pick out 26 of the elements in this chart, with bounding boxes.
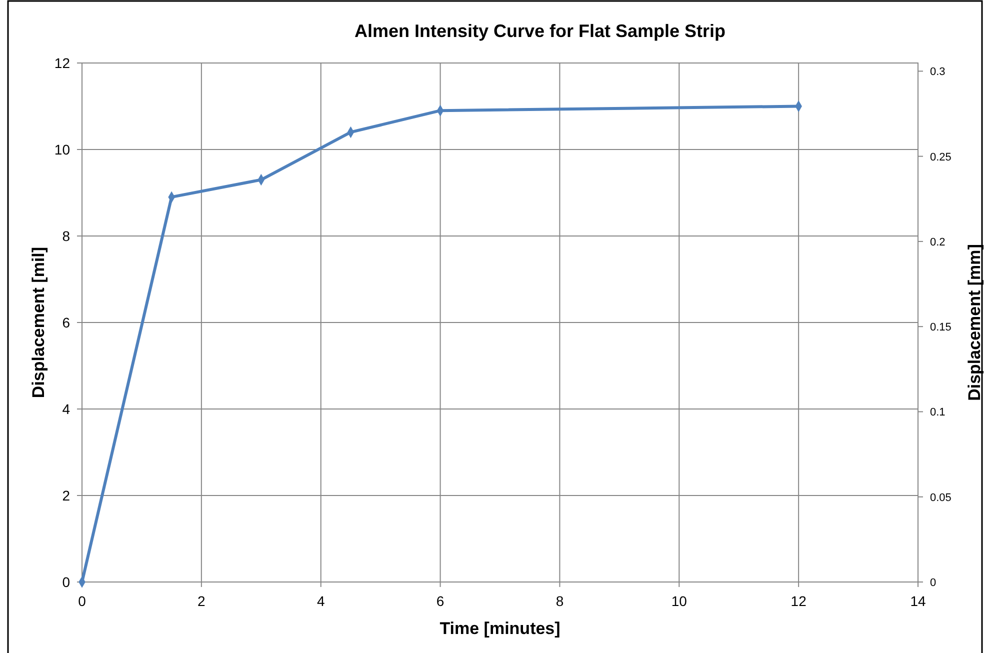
x-tick-label: 0 <box>78 593 86 609</box>
x-tick-label: 12 <box>790 593 807 609</box>
y2-tick-label: 0 <box>930 577 936 589</box>
x-tick-label: 6 <box>436 593 444 609</box>
x-tick-label: 4 <box>316 593 325 609</box>
x-axis-title: Time [minutes] <box>440 619 560 638</box>
y-tick-label: 8 <box>62 228 70 244</box>
y2-tick-label: 0.3 <box>930 66 946 78</box>
y2-tick-label: 0.05 <box>930 492 952 504</box>
y2-tick-label: 0.2 <box>930 236 946 248</box>
y2-tick-label: 0.15 <box>930 322 952 334</box>
x-tick-label: 14 <box>910 593 926 609</box>
y-tick-label: 6 <box>62 314 70 330</box>
y-tick-label: 4 <box>62 401 70 417</box>
y2-tick-label: 0.25 <box>930 151 952 164</box>
y-tick-label: 12 <box>54 55 70 71</box>
y-tick-label: 0 <box>62 574 70 590</box>
x-tick-label: 10 <box>671 593 688 609</box>
chart-title: Almen Intensity Curve for Flat Sample Strip <box>354 21 726 41</box>
x-tick-label: 2 <box>198 593 206 609</box>
x-tick-label: 8 <box>556 593 564 609</box>
y-axis-title: Displacement [mil] <box>29 246 48 398</box>
y-tick-label: 10 <box>54 142 70 158</box>
y2-axis-title: Displacement [mm] <box>965 244 984 401</box>
y2-tick-label: 0.1 <box>930 406 946 419</box>
y-tick-label: 2 <box>62 488 70 504</box>
